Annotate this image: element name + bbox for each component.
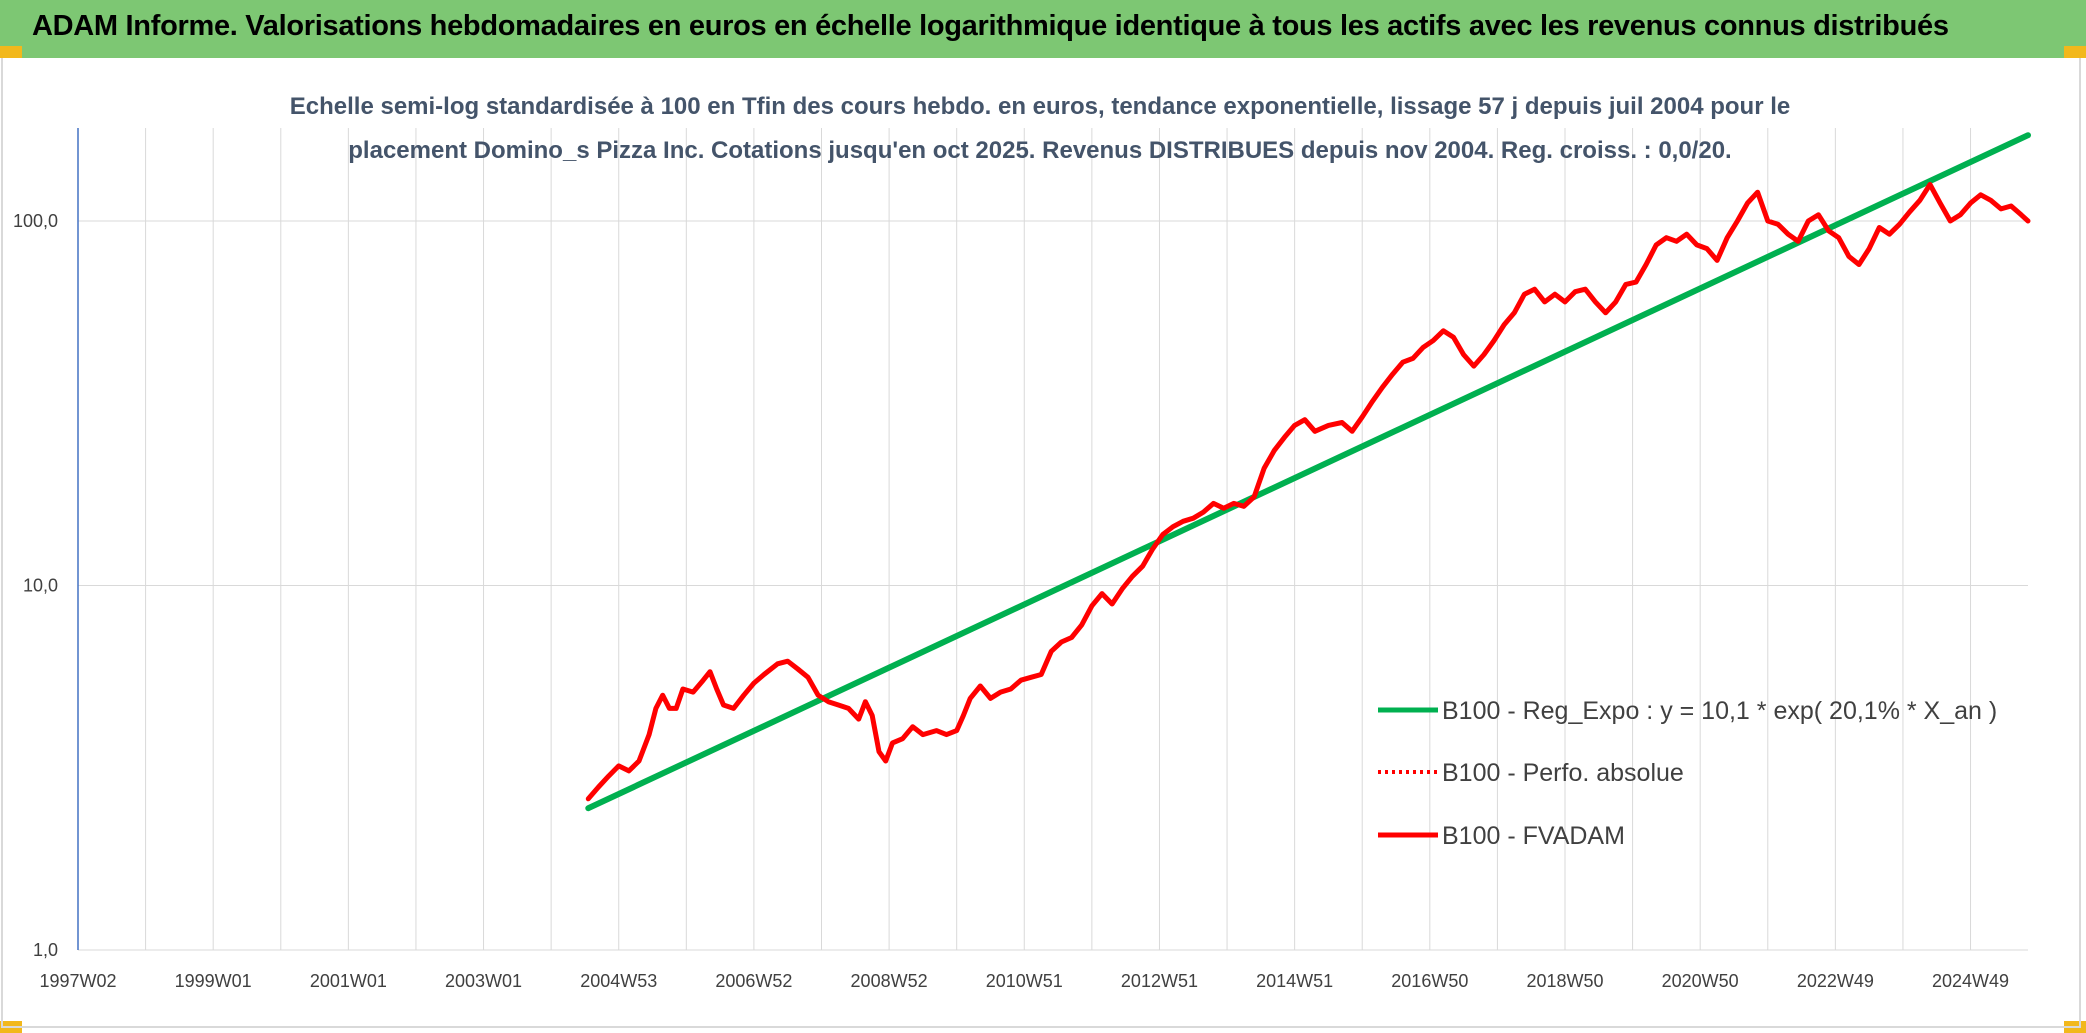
x-tick-label: 2024W49	[1932, 971, 2009, 991]
x-tick-label: 2008W52	[851, 971, 928, 991]
x-tick-label: 2003W01	[445, 971, 522, 991]
x-tick-label: 1997W02	[39, 971, 116, 991]
chart-subtitle-line-1: Echelle semi-log standardisée à 100 en T…	[290, 93, 1791, 120]
x-tick-label: 2010W51	[986, 971, 1063, 991]
x-tick-label: 2006W52	[715, 971, 792, 991]
x-tick-label: 2016W50	[1391, 971, 1468, 991]
corner-marker-right	[2064, 46, 2086, 58]
y-tick-label: 1,0	[33, 940, 58, 960]
report-title: ADAM Informe. Valorisations hebdomadaire…	[32, 10, 1949, 42]
grid-lines	[77, 128, 2028, 951]
x-tick-label: 2012W51	[1121, 971, 1198, 991]
x-tick-label: 2014W51	[1256, 971, 1333, 991]
x-tick-label: 2020W50	[1662, 971, 1739, 991]
y-tick-label: 100,0	[13, 211, 58, 231]
x-tick-labels: 1997W02 1999W01 2001W01 2003W01 2004W53 2006W…	[39, 971, 2009, 991]
y-tick-labels: 1,0 10,0 100,0	[13, 211, 58, 960]
x-tick-label: 2022W49	[1797, 971, 1874, 991]
series-lines	[585, 132, 2031, 812]
y-tick-label: 10,0	[23, 576, 58, 596]
legend: B100 - Reg_Expo : y = 10,1 * exp( 20,1% …	[1378, 697, 1997, 850]
chart-frame	[1, 58, 2081, 1028]
series-line-reg-expo	[585, 132, 2031, 812]
x-tick-label: 2001W01	[310, 971, 387, 991]
legend-entry: B100 - Reg_Expo : y = 10,1 * exp( 20,1% …	[1442, 697, 1997, 725]
legend-entry: B100 - FVADAM	[1442, 822, 1625, 850]
x-tick-label: 1999W01	[175, 971, 252, 991]
x-tick-label: 2004W53	[580, 971, 657, 991]
x-tick-label: 2018W50	[1526, 971, 1603, 991]
chart-subtitle-line-2: placement Domino_s Pizza Inc. Cotations …	[348, 137, 1731, 164]
legend-entry: B100 - Perfo. absolue	[1442, 759, 1684, 787]
corner-marker-left	[0, 46, 22, 58]
series-line-fvadam	[585, 182, 2031, 802]
title-banner: ADAM Informe. Valorisations hebdomadaire…	[0, 0, 2086, 58]
